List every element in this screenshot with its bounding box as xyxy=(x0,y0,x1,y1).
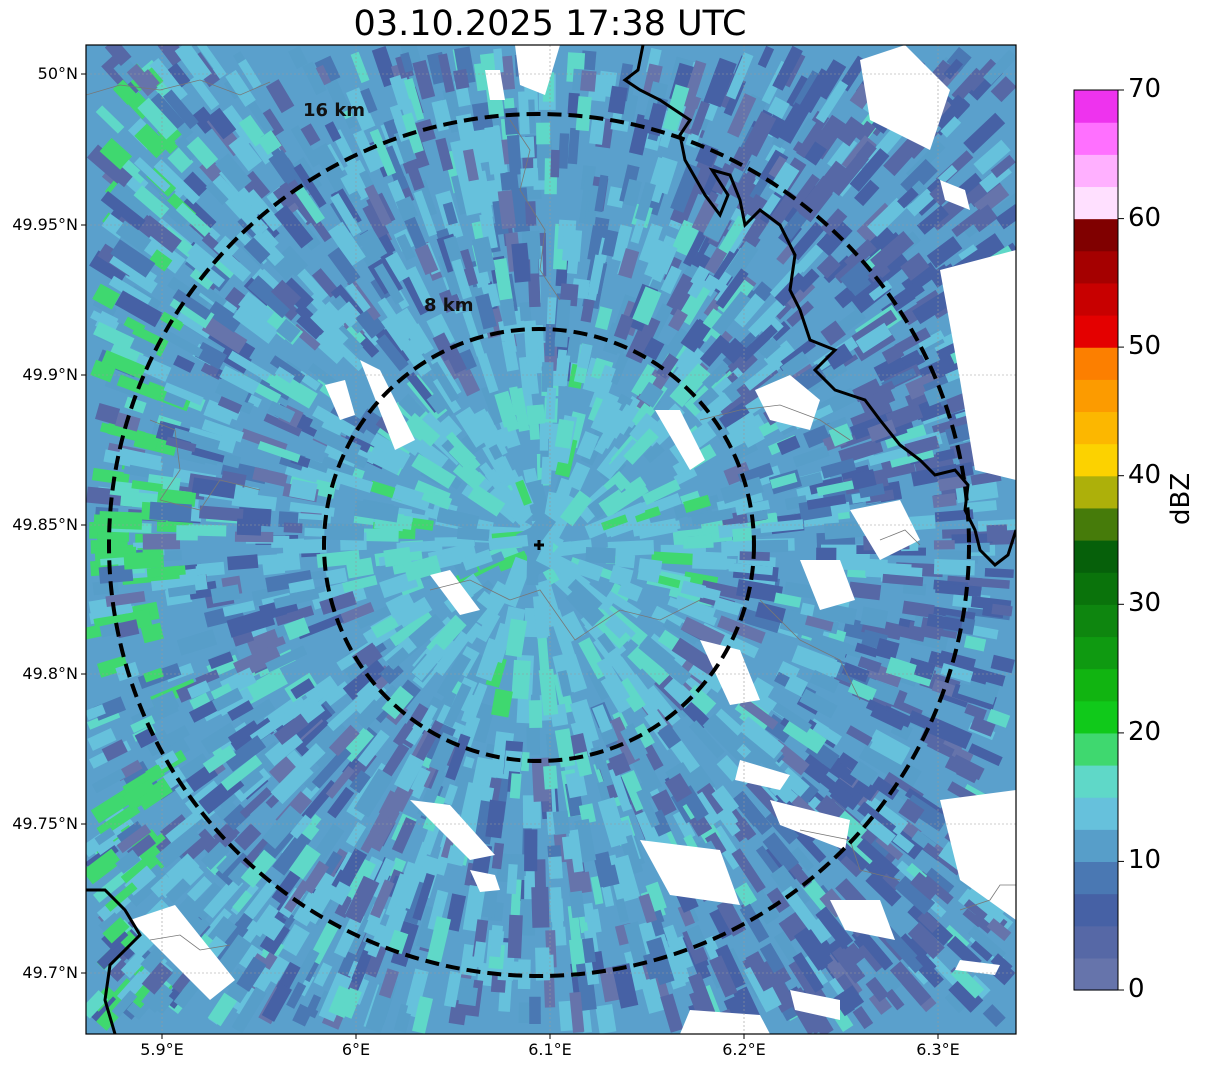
colorbar-bin xyxy=(1074,475,1118,509)
colorbar-bins xyxy=(1074,90,1118,991)
colorbar-bin xyxy=(1074,282,1118,316)
colorbar-bin xyxy=(1074,443,1118,477)
colorbar-bin xyxy=(1074,154,1118,188)
map-frame xyxy=(85,44,1017,1035)
lat-tick-label: 49.85°N xyxy=(12,515,78,534)
colorbar-tick-marks xyxy=(1118,89,1124,991)
colorbar-bin xyxy=(1074,347,1118,380)
colorbar-bin xyxy=(1074,90,1118,123)
lat-tick-label: 49.9°N xyxy=(22,365,78,384)
colorbar-tick-label: 10 xyxy=(1128,845,1162,875)
colorbar-bin xyxy=(1074,604,1118,638)
colorbar-bin xyxy=(1074,765,1118,798)
lat-tick-label: 49.8°N xyxy=(22,664,78,683)
no-echo-areas xyxy=(130,45,1016,1034)
colorbar-bin xyxy=(1074,829,1118,863)
colorbar-bin xyxy=(1074,540,1118,573)
colorbar-bin xyxy=(1074,507,1118,541)
colorbar-bin xyxy=(1074,925,1118,959)
reflectivity-field xyxy=(86,45,1016,1034)
map-title: 03.10.2025 17:38 UTC xyxy=(353,4,747,44)
colorbar-bin xyxy=(1074,893,1118,927)
colorbar-frame xyxy=(1073,89,1119,991)
range-ring-label-8km: 8 km xyxy=(424,295,474,316)
lon-tick-label: 6.2°E xyxy=(722,1040,766,1059)
colorbar-bin xyxy=(1074,250,1118,284)
colorbar-bin xyxy=(1074,957,1118,991)
colorbar-bin xyxy=(1074,218,1118,252)
colorbar-tick-label: 60 xyxy=(1128,203,1162,233)
colorbar-tick-label: 30 xyxy=(1128,588,1162,618)
colorbar-bin xyxy=(1074,700,1118,734)
colorbar-tick-label: 20 xyxy=(1128,717,1162,747)
lat-tick-label: 49.75°N xyxy=(12,814,78,833)
colorbar-bin xyxy=(1074,411,1118,445)
range-ring-8km xyxy=(322,327,756,763)
lon-tick-label: 6.1°E xyxy=(528,1040,572,1059)
lat-tick-label: 49.7°N xyxy=(22,963,78,982)
radar-site-marker xyxy=(534,540,544,550)
colorbar-tick-label: 40 xyxy=(1128,460,1162,490)
admin-boundaries xyxy=(86,79,1016,951)
lat-tick-label: 50°N xyxy=(37,64,78,83)
lon-tick-label: 6.3°E xyxy=(916,1040,960,1059)
lon-tick-label: 6°E xyxy=(341,1040,371,1059)
colorbar-bin xyxy=(1074,379,1118,413)
lat-tick-label: 49.95°N xyxy=(12,215,78,234)
colorbar-bin xyxy=(1074,186,1118,220)
colorbar-label: dBZ xyxy=(1166,472,1196,525)
gridlines xyxy=(86,45,1016,1034)
lon-tick-label: 5.9°E xyxy=(140,1040,184,1059)
national-border xyxy=(86,45,1016,1034)
colorbar-bin xyxy=(1074,122,1118,155)
colorbar-bin xyxy=(1074,636,1118,670)
range-ring-label-16km: 16 km xyxy=(303,100,366,121)
colorbar-tick-label: 70 xyxy=(1128,74,1162,104)
colorbar-bin xyxy=(1074,861,1118,895)
colorbar-tick-label: 50 xyxy=(1128,331,1162,361)
colorbar-bin xyxy=(1074,797,1118,830)
tick-marks xyxy=(81,73,939,1039)
colorbar-bin xyxy=(1074,315,1118,348)
range-rings xyxy=(107,112,971,978)
colorbar-bin xyxy=(1074,668,1118,702)
range-ring-16km xyxy=(107,112,971,978)
colorbar-bin xyxy=(1074,732,1118,766)
colorbar-tick-label: 0 xyxy=(1128,974,1145,1004)
colorbar-bin xyxy=(1074,572,1118,605)
